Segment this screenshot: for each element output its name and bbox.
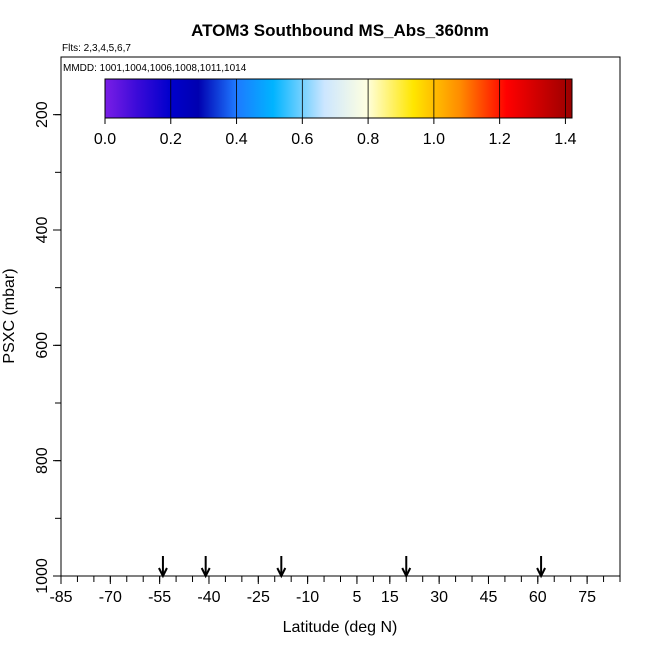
x-axis: -85 -70 -55 -40 -25 -10 5 15 30 45 60 75: [49, 575, 621, 606]
flight-arrow-head: [158, 567, 168, 579]
y-axis-label: PSXC (mbar): [1, 268, 18, 363]
colorbar: 0.0 0.2 0.4 0.6 0.8 1.0 1.2 1.4: [94, 78, 577, 148]
y-tick-label: 800: [34, 447, 51, 474]
mmdd-note: MMDD: 1001,1004,1006,1008,1011,1014: [63, 63, 247, 74]
x-tick-label: 15: [381, 589, 399, 606]
x-tick-label: 45: [480, 589, 498, 606]
chart-title: ATOM3 Southbound MS_Abs_360nm: [191, 21, 489, 40]
x-tick-label: -70: [99, 589, 122, 606]
plot-frame: [60, 56, 621, 577]
x-tick-label: -40: [197, 589, 220, 606]
colorbar-tick-label: 0.8: [357, 131, 379, 148]
x-tick-label: 30: [430, 589, 448, 606]
x-tick-label: -25: [247, 589, 270, 606]
x-tick-label: 5: [352, 589, 361, 606]
colorbar-tick-label: 0.2: [160, 131, 182, 148]
x-tick-label: 60: [529, 589, 547, 606]
flight-arrow-head: [200, 567, 211, 579]
y-tick-label: 200: [34, 101, 51, 128]
x-tick-label: -10: [296, 589, 319, 606]
flight-arrow-head: [536, 567, 546, 579]
flight-arrow-head: [276, 567, 287, 579]
y-tick-label: 1000: [34, 558, 51, 594]
y-axis: 200 400 600 800 1000: [34, 57, 62, 594]
colorbar-tick-label: 1.4: [554, 131, 576, 148]
colorbar-tick-label: 1.2: [489, 131, 511, 148]
colorbar-tick-label: 0.4: [225, 131, 247, 148]
x-tick-label: -85: [49, 589, 72, 606]
x-axis-label: Latitude (deg N): [283, 619, 398, 636]
flights-note: Flts: 2,3,4,5,6,7: [62, 43, 131, 54]
y-tick-label: 600: [34, 332, 51, 359]
colorbar-tick-label: 0.0: [94, 131, 116, 148]
x-tick-label: -55: [148, 589, 171, 606]
colorbar-tick-label: 0.6: [291, 131, 313, 148]
colorbar-tick-label: 1.0: [423, 131, 445, 148]
flight-arrow-head: [401, 567, 412, 579]
flight-arrows: [158, 556, 546, 579]
colorbar-gradient: [104, 78, 573, 119]
y-tick-label: 400: [34, 217, 51, 244]
x-tick-label: 75: [578, 589, 596, 606]
